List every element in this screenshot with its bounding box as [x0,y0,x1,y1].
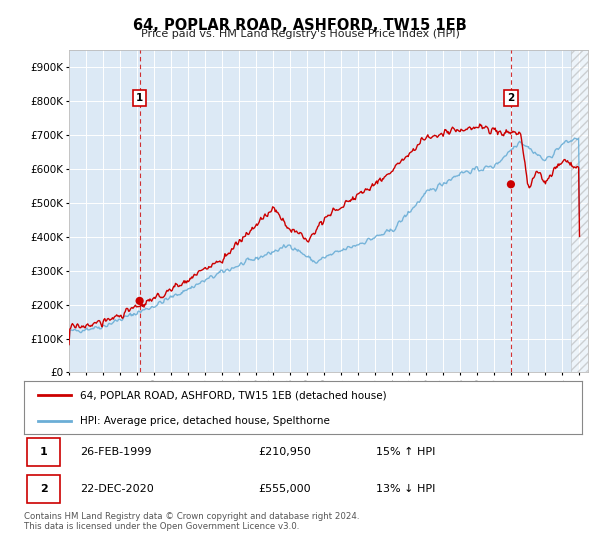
Text: 1: 1 [136,93,143,103]
Text: Price paid vs. HM Land Registry's House Price Index (HPI): Price paid vs. HM Land Registry's House … [140,29,460,39]
Text: 22-DEC-2020: 22-DEC-2020 [80,484,154,493]
FancyBboxPatch shape [27,475,60,503]
Text: 2: 2 [507,93,515,103]
Point [135,296,145,305]
Text: Contains HM Land Registry data © Crown copyright and database right 2024.: Contains HM Land Registry data © Crown c… [24,512,359,521]
Text: HPI: Average price, detached house, Spelthorne: HPI: Average price, detached house, Spel… [80,416,329,426]
Text: £555,000: £555,000 [259,484,311,493]
FancyBboxPatch shape [27,438,60,466]
Text: This data is licensed under the Open Government Licence v3.0.: This data is licensed under the Open Gov… [24,522,299,531]
Point [506,180,516,189]
Text: 15% ↑ HPI: 15% ↑ HPI [376,447,435,457]
Text: 13% ↓ HPI: 13% ↓ HPI [376,484,435,493]
Bar [571,50,588,372]
Text: £210,950: £210,950 [259,447,311,457]
Text: 26-FEB-1999: 26-FEB-1999 [80,447,151,457]
Text: 64, POPLAR ROAD, ASHFORD, TW15 1EB (detached house): 64, POPLAR ROAD, ASHFORD, TW15 1EB (deta… [80,390,386,400]
Text: 64, POPLAR ROAD, ASHFORD, TW15 1EB: 64, POPLAR ROAD, ASHFORD, TW15 1EB [133,18,467,33]
Text: 2: 2 [40,484,47,493]
Text: 1: 1 [40,447,47,457]
